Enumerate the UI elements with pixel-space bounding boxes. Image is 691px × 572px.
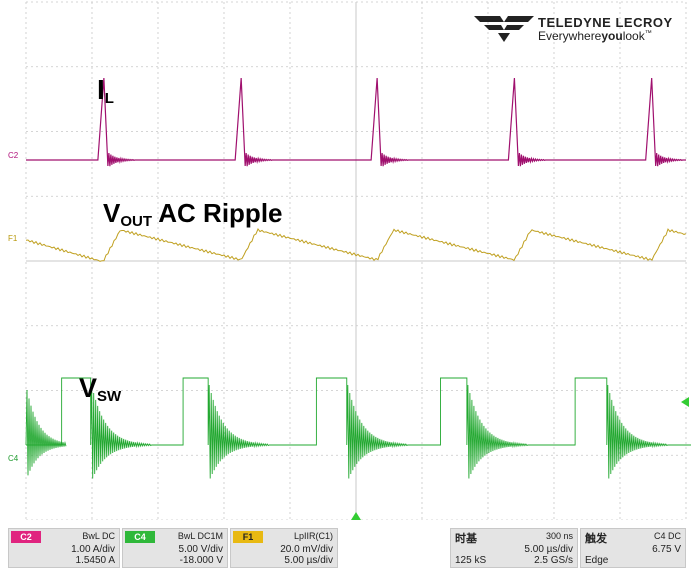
il-label: IL [97,74,114,107]
vsw-label: VSW [79,373,122,405]
timebase-delay: 300 ns [545,531,573,541]
c2-descriptor[interactable]: C2 BwL DC 1.00 A/div 1.5450 A [8,528,120,568]
trigger-position-icon[interactable] [351,512,361,520]
brand-name: TELEDYNE LECROY [538,15,673,30]
trigger-level-icon[interactable] [681,397,689,407]
trigger-descriptor[interactable]: 触发 C4 DC 6.75 V Edge [580,528,686,568]
c2-tag: C2 [11,531,41,543]
brand-tagline: Everywhereyoulook™ [538,29,652,43]
il-trace [26,77,686,167]
trigger-title: 触发 [585,533,607,545]
timebase-descriptor[interactable]: 时基 300 ns 5.00 µs/div 125 kS 2.5 GS/s [450,528,578,568]
c4-tag: C4 [125,531,155,543]
vout-ripple-label: VOUT AC Ripple [103,198,283,230]
f1-scale: 20.0 mV/div [280,544,333,555]
f1-mode: LpIIR(C1) [293,531,333,541]
timebase-rate: 2.5 GS/s [534,555,573,566]
c2-scale: 1.00 A/div [71,544,115,555]
c2-offset: 1.5450 A [75,555,115,566]
c4-offset: -18.000 V [179,555,223,566]
f1-descriptor[interactable]: F1 LpIIR(C1) 20.0 mV/div 5.00 µs/div [230,528,338,568]
lecroy-wing-icon [474,16,534,42]
f1-timescale: 5.00 µs/div [284,555,333,566]
timebase-samples: 125 kS [455,555,487,566]
c4-mode: BwL DC1M [177,531,223,541]
c4-descriptor[interactable]: C4 BwL DC1M 5.00 V/div -18.000 V [122,528,228,568]
waveform-area [25,77,691,479]
c4-channel-marker[interactable]: C4 [8,454,19,463]
c4-scale: 5.00 V/div [178,544,223,555]
trigger-type: Edge [585,555,609,566]
vsw-trace [25,377,691,479]
c2-mode: BwL DC [82,531,115,541]
trigger-source: C4 DC [653,531,681,541]
trigger-level: 6.75 V [652,544,681,555]
f1-tag: F1 [233,531,263,543]
scope-display: TELEDYNE LECROY Everywhereyoulook™ IL VO… [8,1,691,520]
f1-channel-marker[interactable]: F1 [8,234,18,243]
info-bar: C2 BwL DC 1.00 A/div 1.5450 A C4 BwL DC1… [0,524,691,570]
c2-channel-marker[interactable]: C2 [8,151,19,160]
timebase-title: 时基 [455,533,477,545]
vout-trace [25,228,687,262]
timebase-scale: 5.00 µs/div [524,544,573,555]
teledyne-lecroy-logo: TELEDYNE LECROY Everywhereyoulook™ [474,14,684,44]
